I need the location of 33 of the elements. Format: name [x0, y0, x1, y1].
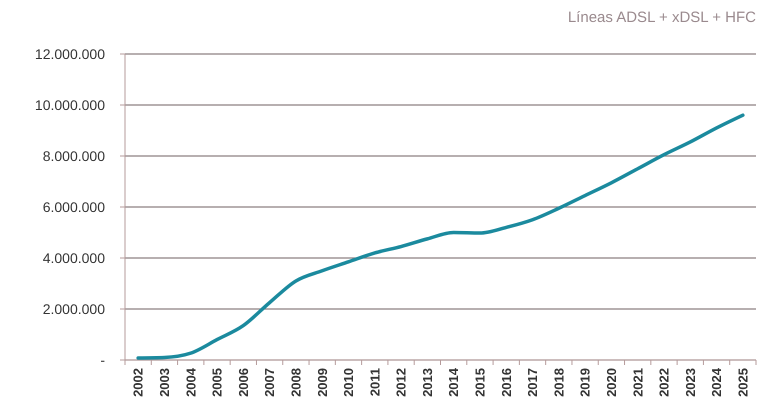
- x-tick-label: 2021: [630, 368, 646, 397]
- y-tick-label: 4.000.000: [42, 250, 106, 266]
- x-tick-label: 2013: [420, 368, 435, 397]
- x-tick-label: 2019: [578, 368, 593, 397]
- x-tick-label: 2012: [394, 368, 409, 397]
- x-tick-label: 2022: [656, 368, 672, 397]
- x-tick-label: 2025: [735, 368, 750, 397]
- x-tick-label: 2016: [498, 368, 514, 397]
- x-tick-label: 2023: [682, 368, 698, 397]
- x-tick-label: 2011: [367, 368, 382, 396]
- y-tick-label: 8.000.000: [42, 148, 106, 164]
- x-tick-label: 2010: [341, 368, 356, 397]
- x-tick-label: 2015: [472, 368, 488, 397]
- chart-title: Líneas ADSL + xDSL + HFC: [568, 9, 756, 26]
- x-tick-label: 2024: [709, 367, 724, 397]
- y-tick-label: 6.000.000: [42, 198, 106, 215]
- x-tick-label: 2003: [156, 368, 172, 397]
- x-tick-label: 2007: [262, 368, 278, 397]
- x-tick-label: 2009: [314, 368, 330, 397]
- y-tick-label: 12.000.000: [34, 46, 106, 62]
- x-tick-label: 2020: [604, 368, 619, 397]
- x-tick-label: 2017: [525, 368, 540, 397]
- x-tick-label: 2006: [236, 368, 251, 397]
- x-tick-label: 2018: [551, 368, 566, 397]
- y-tick-label: -: [100, 352, 106, 368]
- line-series: [136, 113, 745, 360]
- x-tick-label: 2002: [130, 368, 146, 397]
- y-tick-label: 10.000.000: [34, 96, 106, 113]
- x-tick-label: 2004: [183, 367, 198, 397]
- x-tick-label: 2008: [288, 368, 304, 397]
- y-tick-label: 2.000.000: [42, 300, 106, 317]
- x-tick-label: 2005: [210, 368, 225, 397]
- x-tick-label: 2014: [446, 367, 462, 397]
